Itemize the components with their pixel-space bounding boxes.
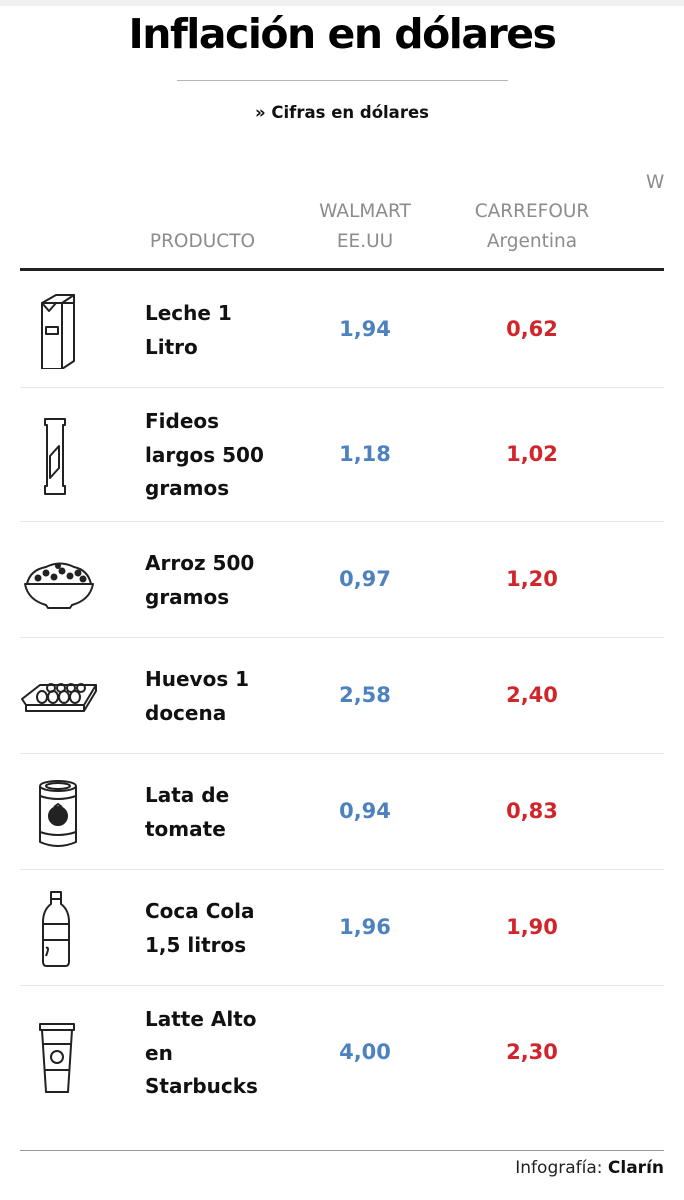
column-header-walmart-line2: EE.UU: [336, 231, 394, 252]
row-divider: [20, 637, 664, 638]
column-header-walmart: WALMART EE.UU: [290, 197, 440, 257]
carrefour-price: 2,30: [506, 1040, 558, 1064]
product-name: Leche 1 Litro: [145, 301, 232, 359]
top-bar: [0, 0, 684, 6]
column-header-product-label: PRODUCTO: [149, 231, 256, 252]
credit-line: Infografía: Clarín: [515, 1158, 664, 1178]
product-name: Coca Cola 1,5 litros: [145, 899, 255, 957]
page-title: Inflación en dólares: [128, 10, 557, 58]
pasta-package-icon: [20, 416, 100, 496]
carrefour-price: 1,20: [506, 567, 558, 591]
rice-bowl-icon: [20, 540, 100, 620]
column-header-product: PRODUCTO: [130, 227, 275, 257]
coffee-cup-icon: [20, 1014, 100, 1094]
column-header-carrefour-line2: Argentina: [486, 231, 578, 252]
soda-bottle-icon: [20, 888, 100, 968]
walmart-price: 1,96: [339, 915, 391, 939]
table-row: Fideos largos 500 gramos 1,18 1,02: [20, 388, 664, 522]
carrefour-price: 1,02: [506, 442, 558, 466]
carrefour-price: 1,90: [506, 915, 558, 939]
row-divider: [20, 985, 664, 986]
carrefour-price: 0,62: [506, 317, 558, 341]
tomato-can-icon: [20, 772, 100, 852]
column-header-walmart-line1: WALMART: [319, 201, 411, 222]
table-row: Leche 1 Litro 1,94 0,62: [20, 272, 664, 388]
table-row: Arroz 500 gramos 0,97 1,20: [20, 522, 664, 638]
column-header-carrefour-line1: CARREFOUR: [474, 201, 590, 222]
carrefour-price: 2,40: [506, 683, 558, 707]
footer-divider: [20, 1150, 664, 1151]
walmart-price: 0,97: [339, 567, 391, 591]
page-subtitle: » Cifras en dólares: [255, 103, 429, 122]
column-header-carrefour: CARREFOUR Argentina: [452, 197, 612, 257]
carrefour-price: 0,83: [506, 799, 558, 823]
product-name: Lata de tomate: [145, 783, 230, 841]
product-name: Latte Alto en Starbucks: [145, 1007, 258, 1098]
milk-carton-icon: [20, 289, 100, 369]
product-name: Huevos 1 docena: [145, 667, 250, 725]
credit-brand: Clarín: [607, 1158, 664, 1178]
header-divider: [20, 268, 664, 271]
egg-carton-icon: [20, 655, 100, 735]
row-divider: [20, 869, 664, 870]
table-row: Coca Cola 1,5 litros 1,96 1,90: [20, 870, 664, 986]
column-header-cutoff: W: [646, 172, 665, 193]
table-row: Lata de tomate 0,94 0,83: [20, 754, 664, 870]
walmart-price: 2,58: [339, 683, 391, 707]
table-row: Latte Alto en Starbucks 4,00 2,30: [20, 986, 664, 1120]
row-divider: [20, 521, 664, 522]
product-name: Fideos largos 500 gramos: [145, 409, 264, 500]
walmart-price: 1,94: [339, 317, 391, 341]
title-divider: [177, 80, 508, 81]
walmart-price: 4,00: [339, 1040, 391, 1064]
product-name: Arroz 500 gramos: [145, 551, 255, 609]
table-row: Huevos 1 docena 2,58 2,40: [20, 638, 664, 754]
row-divider: [20, 753, 664, 754]
credit-label: Infografía:: [515, 1158, 603, 1178]
walmart-price: 1,18: [339, 442, 391, 466]
row-divider: [20, 387, 664, 388]
walmart-price: 0,94: [339, 799, 391, 823]
